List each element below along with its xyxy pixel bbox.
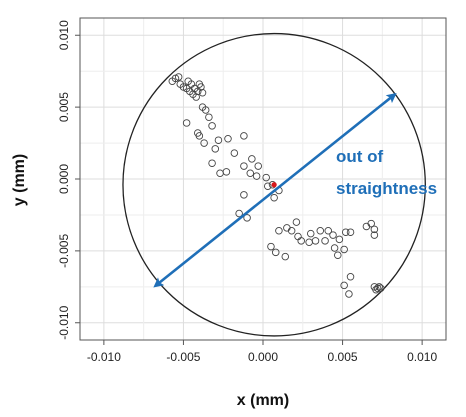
y-tick-label: 0.010: [57, 20, 71, 50]
x-tick-label: -0.010: [87, 350, 121, 364]
y-tick-label: 0.005: [57, 92, 71, 122]
x-axis: -0.010 -0.005 0.000 0.005 0.010: [87, 340, 437, 364]
y-tick-label: -0.005: [57, 234, 71, 268]
annotation-line-2: straightness: [336, 179, 437, 198]
y-axis-title: y (mm): [11, 154, 28, 206]
data-point: [345, 290, 353, 298]
straightness-arrow: [153, 92, 397, 288]
annotation-line-1: out of: [336, 147, 384, 166]
x-tick-label: 0.000: [248, 350, 278, 364]
x-axis-title: x (mm): [237, 392, 289, 409]
y-tick-label: -0.010: [57, 305, 71, 339]
bounding-circle: [122, 32, 426, 337]
x-tick-label: 0.010: [407, 350, 437, 364]
x-tick-label: 0.005: [328, 350, 358, 364]
data-point: [197, 83, 205, 91]
center-point: [271, 182, 277, 188]
data-point: [174, 73, 183, 81]
y-tick-label: 0.000: [57, 164, 71, 194]
x-tick-label: -0.005: [166, 350, 200, 364]
y-axis: -0.010 -0.005 0.000 0.005 0.010: [57, 20, 80, 340]
